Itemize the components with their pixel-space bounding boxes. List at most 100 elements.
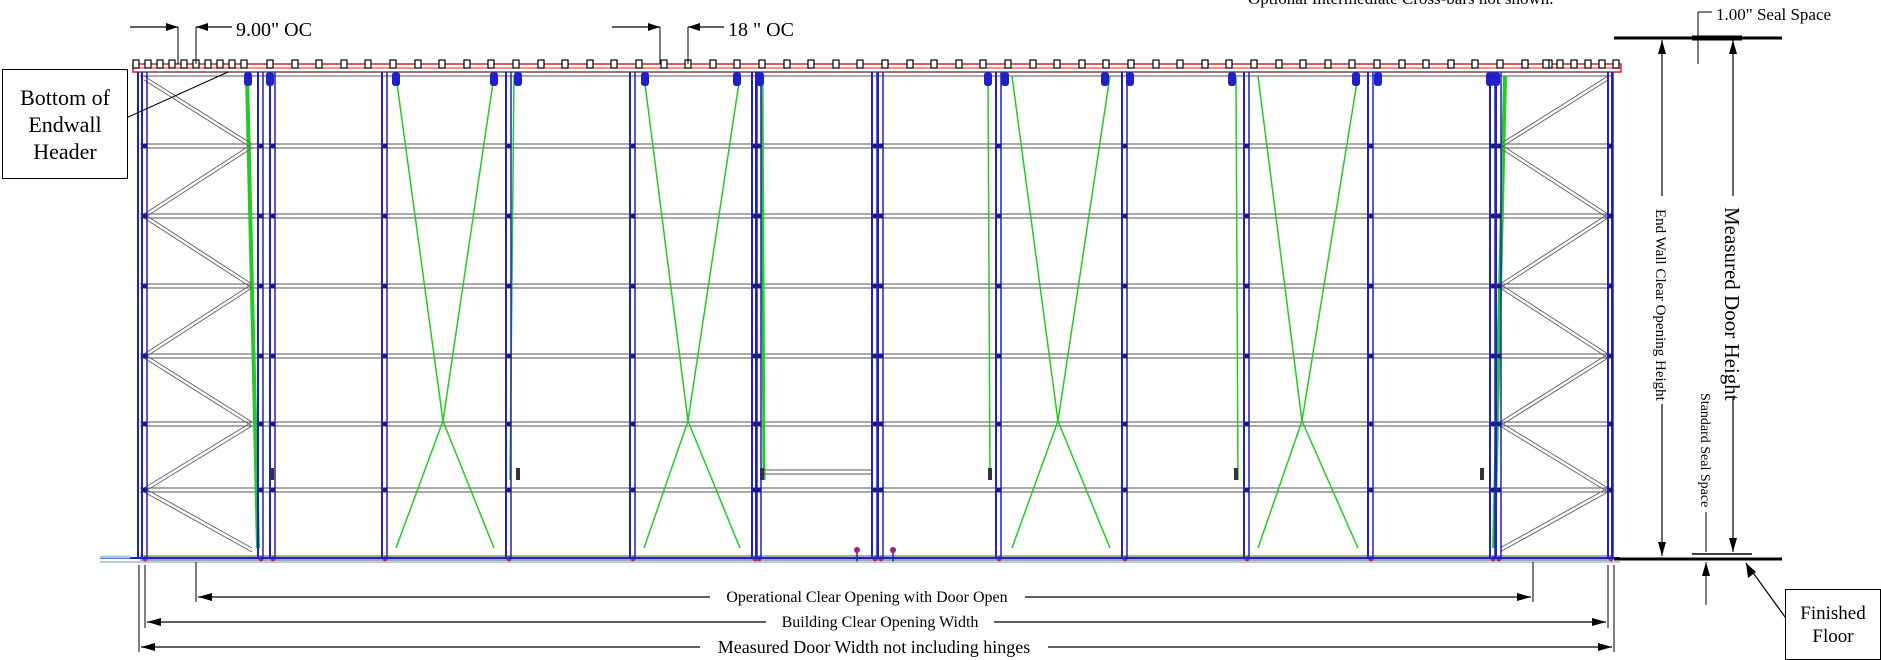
header-clip — [1299, 59, 1307, 69]
post-joint — [1244, 353, 1250, 359]
post-joint — [878, 143, 884, 149]
header-clip — [512, 59, 520, 69]
header-clip — [1250, 59, 1258, 69]
post-joint — [1122, 283, 1128, 289]
diagonal — [143, 353, 253, 423]
latch — [1234, 468, 1238, 480]
header-clip — [561, 59, 569, 69]
post-joint — [752, 143, 758, 149]
cutoff-note: Optional Intermediate Cross-bars not sho… — [1248, 0, 1553, 9]
post-joint — [258, 283, 264, 289]
diagonal — [143, 283, 253, 355]
endwall-header-callout: Bottom of Endwall Header — [2, 69, 128, 179]
post-joint — [872, 283, 878, 289]
post-joint — [878, 213, 884, 219]
post-joint — [878, 283, 884, 289]
post-joint — [756, 283, 762, 289]
post-joint — [270, 213, 276, 219]
brace-line — [1011, 75, 1059, 422]
post-joint — [258, 353, 264, 359]
post-joint — [1244, 283, 1250, 289]
post-joint — [382, 421, 388, 427]
header-clip — [1004, 59, 1012, 69]
header-clip — [1127, 59, 1135, 69]
header-clip — [1422, 59, 1430, 69]
post-joint — [258, 143, 264, 149]
header-clip — [1447, 59, 1455, 69]
post-joint — [630, 143, 636, 149]
header-clip — [1324, 59, 1332, 69]
post-joint — [756, 213, 762, 219]
diagonal — [1499, 353, 1609, 423]
building-label: Building Clear Opening Width — [782, 614, 979, 631]
diagonal — [1499, 425, 1609, 493]
endwall-header — [132, 59, 1622, 73]
header-clip — [291, 59, 299, 69]
drop-rod-head — [890, 547, 896, 553]
post-joint — [1490, 487, 1496, 493]
header-clip — [758, 59, 766, 69]
header-clip — [1612, 59, 1620, 69]
header-clip — [463, 59, 471, 69]
post-joint — [142, 213, 148, 219]
diagonal — [1499, 217, 1609, 289]
header-clip — [240, 59, 248, 69]
post-joint — [1608, 353, 1614, 359]
brace-line — [987, 75, 991, 481]
diagonal — [143, 147, 253, 219]
roller — [514, 72, 522, 86]
post-joint — [1122, 421, 1128, 427]
post-joint — [506, 353, 512, 359]
roller — [984, 72, 992, 86]
header-clip — [1542, 59, 1550, 69]
post-joint — [630, 421, 636, 427]
diagonal — [1499, 491, 1609, 553]
post-joint — [506, 213, 512, 219]
post-joint — [756, 353, 762, 359]
roller — [490, 72, 498, 86]
brace-line — [1011, 420, 1059, 549]
post-joint — [1490, 353, 1496, 359]
post-joint — [996, 143, 1002, 149]
header-clip — [783, 59, 791, 69]
measured-width-dimension — [138, 565, 1615, 652]
post-joint — [1496, 421, 1502, 427]
header-clip — [1201, 59, 1209, 69]
roller — [244, 72, 252, 86]
brace-line — [643, 75, 689, 422]
post-joint — [1122, 487, 1128, 493]
brace-line — [1257, 420, 1303, 549]
header-clip — [315, 59, 323, 69]
post-joint — [142, 487, 148, 493]
roller — [641, 72, 649, 86]
post-joint — [258, 487, 264, 493]
post-joint — [996, 213, 1002, 219]
post-joint — [142, 283, 148, 289]
header-clip — [1398, 59, 1406, 69]
post-joint — [506, 487, 512, 493]
post-joint — [872, 421, 878, 427]
brace-line — [395, 420, 444, 549]
header-clip — [1176, 59, 1184, 69]
header-clip — [180, 59, 188, 69]
post-joint — [872, 213, 878, 219]
cross-braces — [245, 75, 1507, 549]
header-clip — [807, 59, 815, 69]
diagonal — [1499, 147, 1609, 219]
roller — [1374, 72, 1382, 86]
post-joint — [270, 353, 276, 359]
roller — [266, 72, 274, 86]
diagonal — [1499, 143, 1609, 215]
diagonal — [143, 421, 253, 489]
post-joint — [630, 283, 636, 289]
building-dimension — [144, 565, 1609, 628]
header-clip — [266, 59, 274, 69]
header-clip — [1029, 59, 1037, 69]
header-clip — [1556, 59, 1564, 69]
header-clip — [955, 59, 963, 69]
diagonal — [143, 491, 253, 553]
header-clip — [1275, 59, 1283, 69]
post-joint — [878, 353, 884, 359]
header-clip — [438, 59, 446, 69]
diagonal — [143, 287, 253, 359]
